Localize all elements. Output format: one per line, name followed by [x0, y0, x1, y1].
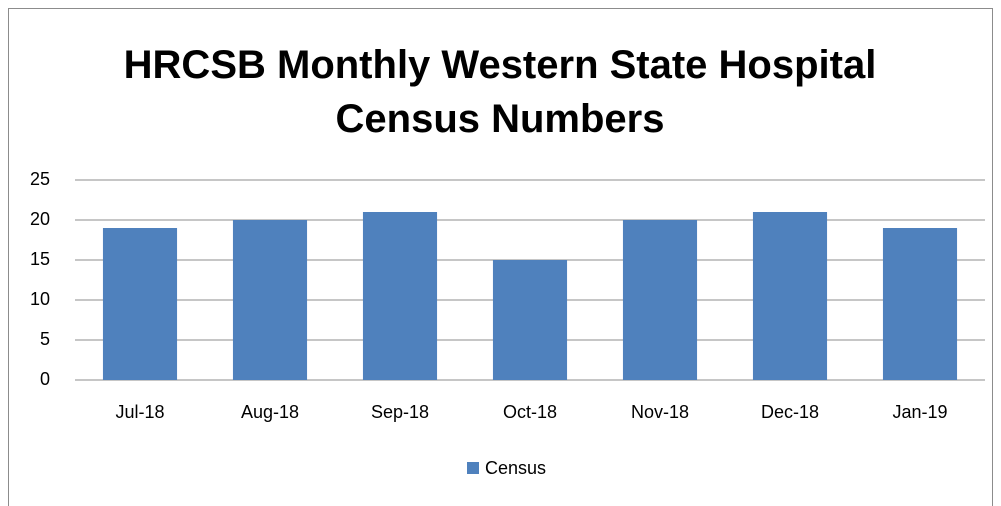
- chart-title: HRCSB Monthly Western State Hospital Cen…: [123, 43, 877, 141]
- bar: [362, 212, 438, 380]
- y-tick-label: 10: [30, 289, 50, 309]
- y-tick-label: 0: [40, 369, 50, 389]
- x-tick-label: Jul-18: [115, 402, 164, 422]
- legend-swatch: [467, 462, 479, 474]
- x-tick-label: Aug-18: [241, 402, 299, 422]
- y-tick-label: 20: [30, 209, 50, 229]
- bar: [882, 228, 958, 380]
- bar: [492, 260, 568, 380]
- legend-label: Census: [485, 458, 546, 478]
- bar: [622, 220, 698, 380]
- x-tick-label: Nov-18: [631, 402, 689, 422]
- bar: [752, 212, 828, 380]
- x-tick-label: Jan-19: [892, 402, 947, 422]
- x-tick-label: Oct-18: [503, 402, 557, 422]
- bar: [102, 228, 178, 380]
- x-tick-label: Dec-18: [761, 402, 819, 422]
- y-tick-label: 25: [30, 169, 50, 189]
- chart-frame: [8, 8, 993, 506]
- x-tick-label: Sep-18: [371, 402, 429, 422]
- y-tick-label: 15: [30, 249, 50, 269]
- y-tick-label: 5: [40, 329, 50, 349]
- bar: [232, 220, 308, 380]
